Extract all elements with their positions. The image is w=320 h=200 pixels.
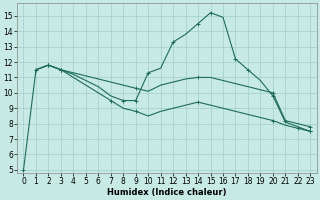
X-axis label: Humidex (Indice chaleur): Humidex (Indice chaleur) (107, 188, 227, 197)
